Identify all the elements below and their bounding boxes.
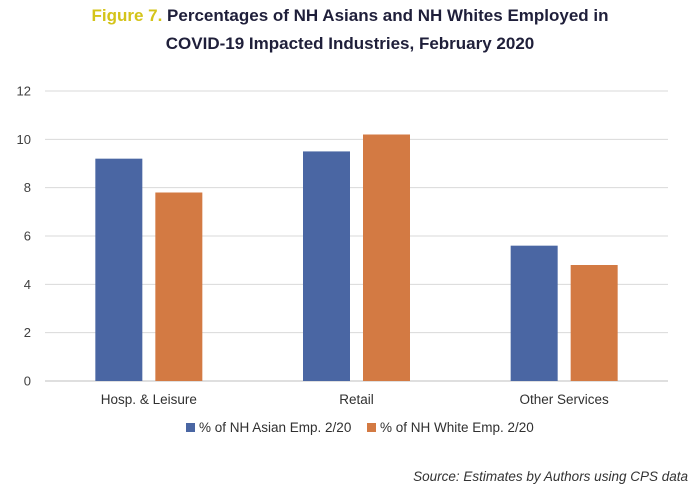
bar	[570, 265, 618, 381]
y-tick-label: 6	[24, 229, 31, 244]
gridlines	[45, 90, 668, 382]
y-tick-label: 10	[17, 132, 31, 147]
x-tick-label: Retail	[339, 392, 374, 407]
bar	[95, 158, 143, 381]
source-note: Source: Estimates by Authors using CPS d…	[413, 469, 688, 484]
y-tick-label: 4	[24, 277, 31, 292]
bar	[363, 134, 410, 381]
legend-swatch	[186, 423, 195, 432]
chart-title-line2: COVID-19 Impacted Industries, February 2…	[165, 34, 535, 53]
figure-label: Figure 7.	[91, 6, 163, 25]
chart-title-line1: Figure 7. Percentages of NH Asians and N…	[0, 4, 700, 28]
y-tick-label: 0	[24, 374, 31, 389]
bars	[95, 134, 618, 381]
y-axis: 0 2 4 6 8 10 12	[17, 84, 31, 389]
legend-label: % of NH White Emp. 2/20	[380, 420, 534, 435]
bar	[155, 192, 203, 381]
y-tick-label: 2	[24, 325, 31, 340]
x-axis: Hosp. & Leisure Retail Other Services	[101, 392, 609, 407]
x-tick-label: Other Services	[520, 392, 610, 407]
y-tick-label: 12	[17, 84, 31, 99]
legend-swatch	[367, 423, 376, 432]
x-tick-label: Hosp. & Leisure	[101, 392, 197, 407]
bar	[303, 151, 350, 381]
bar	[510, 245, 558, 381]
legend-label: % of NH Asian Emp. 2/20	[199, 420, 351, 435]
legend: % of NH Asian Emp. 2/20 % of NH White Emp…	[186, 420, 534, 435]
chart-title-text: Percentages of NH Asians and NH Whites E…	[162, 6, 609, 25]
y-tick-label: 8	[24, 180, 31, 195]
